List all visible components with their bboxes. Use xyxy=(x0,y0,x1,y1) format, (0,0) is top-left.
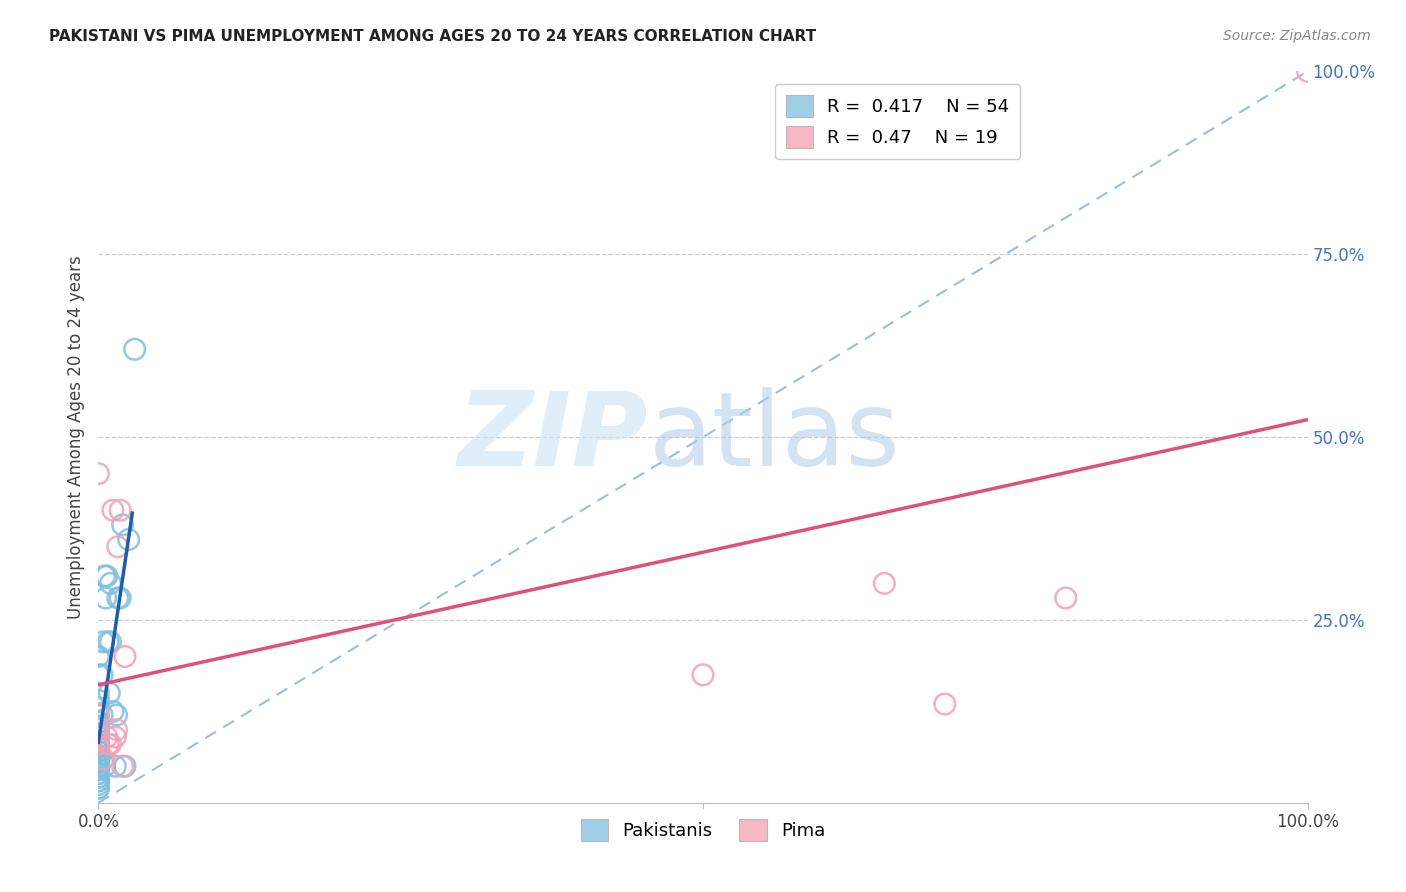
Point xyxy=(873,576,896,591)
Text: Source: ZipAtlas.com: Source: ZipAtlas.com xyxy=(1223,29,1371,43)
Point xyxy=(87,781,110,796)
Point xyxy=(118,533,141,547)
Point xyxy=(87,726,110,740)
Point xyxy=(87,686,110,700)
Point xyxy=(91,752,114,766)
Point xyxy=(124,343,146,357)
Point xyxy=(87,745,110,759)
Point xyxy=(87,700,110,714)
Point xyxy=(87,723,110,737)
Point xyxy=(104,730,127,744)
Point xyxy=(100,576,122,591)
Point xyxy=(101,503,124,517)
Text: PAKISTANI VS PIMA UNEMPLOYMENT AMONG AGES 20 TO 24 YEARS CORRELATION CHART: PAKISTANI VS PIMA UNEMPLOYMENT AMONG AGE… xyxy=(49,29,817,44)
Point xyxy=(87,730,110,744)
Point xyxy=(87,733,110,747)
Point xyxy=(91,708,114,723)
Point xyxy=(100,737,122,751)
Point xyxy=(87,756,110,770)
Text: ZIP: ZIP xyxy=(458,386,648,488)
Point xyxy=(87,667,110,681)
Point xyxy=(87,781,110,796)
Point xyxy=(97,737,120,751)
Point xyxy=(87,649,110,664)
Point xyxy=(111,759,134,773)
Point xyxy=(94,591,117,605)
Point xyxy=(87,737,110,751)
Point xyxy=(87,766,110,780)
Point xyxy=(87,770,110,784)
Point xyxy=(111,517,134,532)
Point xyxy=(91,667,114,681)
Point xyxy=(87,770,110,784)
Point xyxy=(87,708,110,723)
Point xyxy=(87,778,110,792)
Point xyxy=(96,730,118,744)
Point xyxy=(87,752,110,766)
Point xyxy=(114,759,136,773)
Legend: Pakistanis, Pima: Pakistanis, Pima xyxy=(574,812,832,848)
Point xyxy=(107,540,129,554)
Point xyxy=(87,759,110,773)
Point xyxy=(1296,64,1319,78)
Point xyxy=(105,708,128,723)
Point xyxy=(87,763,110,777)
Point xyxy=(87,763,110,777)
Point xyxy=(93,759,115,773)
Point xyxy=(87,719,110,733)
Point xyxy=(107,591,129,605)
Point xyxy=(87,715,110,730)
Point xyxy=(87,737,110,751)
Y-axis label: Unemployment Among Ages 20 to 24 years: Unemployment Among Ages 20 to 24 years xyxy=(66,255,84,619)
Point xyxy=(114,649,136,664)
Point xyxy=(108,503,131,517)
Point xyxy=(101,705,124,719)
Point xyxy=(97,635,120,649)
Point xyxy=(87,740,110,755)
Point xyxy=(87,467,110,481)
Point xyxy=(87,752,110,766)
Point xyxy=(93,569,115,583)
Point xyxy=(1054,591,1077,605)
Point xyxy=(87,756,110,770)
Point xyxy=(87,773,110,788)
Point xyxy=(105,723,128,737)
Point xyxy=(87,759,110,773)
Point xyxy=(692,667,714,681)
Point xyxy=(87,745,110,759)
Point xyxy=(108,591,131,605)
Point xyxy=(100,635,122,649)
Point xyxy=(91,635,114,649)
Point xyxy=(96,569,118,583)
Text: atlas: atlas xyxy=(648,386,900,488)
Point xyxy=(87,748,110,763)
Point xyxy=(104,759,127,773)
Point xyxy=(87,773,110,788)
Point xyxy=(934,697,956,711)
Point xyxy=(98,686,121,700)
Point xyxy=(87,708,110,723)
Point xyxy=(87,766,110,780)
Point xyxy=(87,693,110,707)
